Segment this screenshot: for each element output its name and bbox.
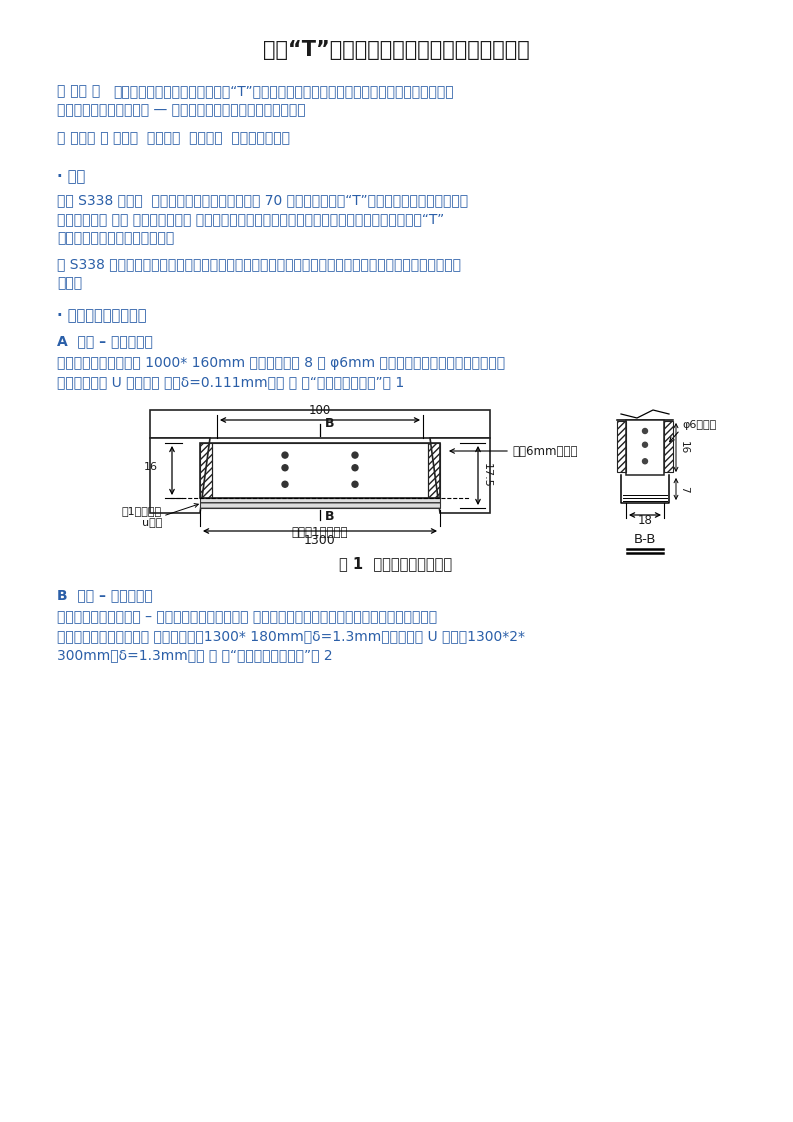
Text: 以 S338 省道上蔡巷桥及迎新桥为例，分别采用了两种不同的加固处理方案，本文就两种方案进行介绍与: 以 S338 省道上蔡巷桥及迎新桥为例，分别采用了两种不同的加固处理方案，本文就… [57,257,461,272]
Bar [200,443,440,498]
Text: 18: 18 [638,514,653,527]
Text: B: B [325,511,335,523]
Text: u型箍: u型箍 [142,518,162,528]
Text: 江苏 S338 省道，  苏州市公路处管养路段有多座 70 年代建造的简支“T”梁桥，其横隔梁（或叫横隔: 江苏 S338 省道， 苏州市公路处管养路段有多座 70 年代建造的简支“T”梁… [57,193,468,206]
Text: 部粘二层芳玻韧布，其中 一层粘梁底（1300* 180mm，δ=1.3mm）另一层为 U 型箍（1300*2*: 部粘二层芳玻韧布，其中 一层粘梁底（1300* 180mm，δ=1.3mm）另一… [57,629,525,643]
Text: 横隔梁  病害整治  芳玻韧布  钢板及碳纤维布: 横隔梁 病害整治 芳玻韧布 钢板及碳纤维布 [113,131,290,145]
Circle shape [642,429,648,433]
Text: 100: 100 [309,404,331,417]
Text: 7: 7 [679,486,689,493]
Bar [200,443,212,498]
Text: B-B: B-B [634,533,657,546]
Text: A  方案 – 蔡巷桥实施: A 方案 – 蔡巷桥实施 [57,334,153,348]
Circle shape [352,452,358,458]
Bar [212,443,428,498]
Text: 粘贴6mm厚钢板: 粘贴6mm厚钢板 [512,444,577,458]
Bar [428,443,440,498]
Text: 贴1层碳纤维: 贴1层碳纤维 [122,506,162,516]
Text: 16: 16 [679,441,689,454]
Text: 底部粘贴一层 U 型碳纤维 布（δ=0.111mm）。 详 见“粘钢碳纤维方案”图 1: 底部粘贴一层 U 型碳纤维 布（δ=0.111mm）。 详 见“粘钢碳纤维方案”… [57,375,404,389]
Text: 采用横隔梁两侧各粘贴 1000* 160mm 的钢板，并加 8 根 φ6mm 的对穿螺栓拉杆夹紧，再在横隔梁: 采用横隔梁两侧各粘贴 1000* 160mm 的钢板，并加 8 根 φ6mm 的… [57,356,505,370]
Polygon shape [430,438,490,513]
Text: 16: 16 [144,461,158,471]
Circle shape [642,442,648,448]
Text: · 横隔梁加固方案概述: · 横隔梁加固方案概述 [57,309,147,323]
Polygon shape [150,438,210,513]
Text: 板）破损、龟 脱落 、连接钢板外露 、焊接点普遍脱焊，桥梁横向联系薄弱，急需加固，以利保证“T”: 板）破损、龟 脱落 、连接钢板外露 、焊接点普遍脱焊，桥梁横向联系薄弱，急需加固… [57,212,444,226]
Circle shape [282,481,288,487]
Text: 梁的横向分布，整体受力性能。: 梁的横向分布，整体受力性能。 [57,231,174,245]
Text: 17.5: 17.5 [482,463,492,488]
Bar [150,410,490,438]
Text: 《 摘要 》: 《 摘要 》 [57,84,100,98]
Bar [617,421,626,472]
Text: 300mm，δ=1.3mm）。 详 见“芳玻韧布加固方案”图 2: 300mm，δ=1.3mm）。 详 见“芳玻韧布加固方案”图 2 [57,649,332,662]
Text: 针对“T”梁桥横隔梁病害的两种整治加固方案: 针对“T”梁桥横隔梁病害的两种整治加固方案 [262,40,530,59]
Text: 采用双向复合纤维材料 – 芳玻韧布加固该横隔梁， 即在横隔梁两侧各粘贴一层芳玻韧布，在横隔梁底: 采用双向复合纤维材料 – 芳玻韧布加固该横隔梁， 即在横隔梁两侧各粘贴一层芳玻韧… [57,610,437,624]
Circle shape [352,465,358,471]
Text: 用粘贴特优复合纤维材料 — 芳玻韧布加固方案的效果分析案例。: 用粘贴特优复合纤维材料 — 芳玻韧布加固方案的效果分析案例。 [57,103,305,117]
Text: B  方案 – 迎新桥实施: B 方案 – 迎新桥实施 [57,588,153,603]
Circle shape [282,465,288,471]
Text: 分析。: 分析。 [57,276,82,289]
Text: 梁底贴1层碳纤维: 梁底贴1层碳纤维 [292,526,348,539]
Circle shape [642,459,648,463]
Bar [626,420,664,475]
Text: · 概述: · 概述 [57,169,86,184]
Text: 1300: 1300 [305,534,336,548]
Bar [664,421,673,472]
Text: 《 关键词 》: 《 关键词 》 [57,131,109,145]
Text: B: B [325,417,335,430]
Circle shape [282,452,288,458]
Text: φ6对拉杆: φ6对拉杆 [682,420,716,430]
Circle shape [352,481,358,487]
Text: 本文主要论述分析原有年久失修“T”梁桥横隔梁的病害，采用粘贴钢板及碳纤维布方案与采: 本文主要论述分析原有年久失修“T”梁桥横隔梁的病害，采用粘贴钢板及碳纤维布方案与… [113,84,454,98]
Bar [200,498,440,508]
Text: 图 1  粘钢碳纤维加固方案: 图 1 粘钢碳纤维加固方案 [339,557,453,571]
